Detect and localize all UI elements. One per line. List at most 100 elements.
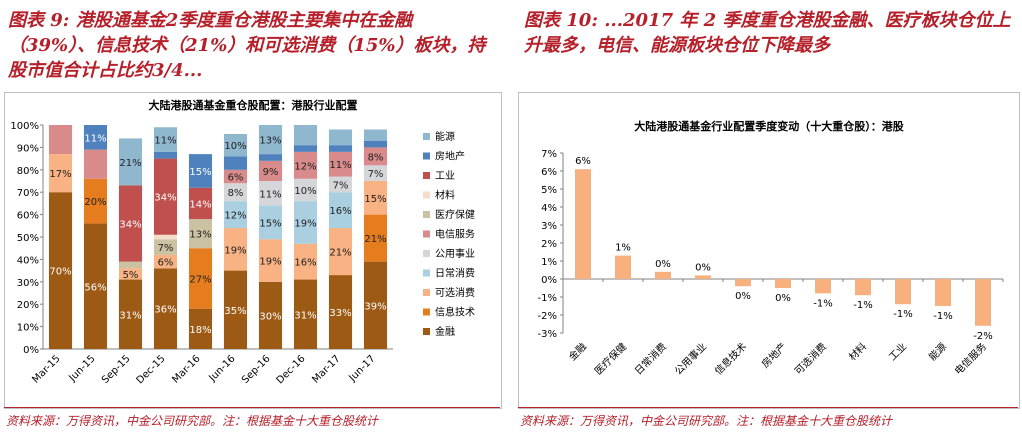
legend-swatch	[423, 230, 430, 238]
bar	[775, 279, 791, 288]
y-tick-label: 40%	[17, 255, 39, 266]
data-label: 35%	[224, 306, 246, 317]
right-source-rule	[518, 407, 1018, 408]
bar-segment	[328, 192, 353, 229]
bar-segment	[153, 268, 178, 349]
data-label: 34%	[119, 220, 141, 231]
bar	[615, 255, 631, 279]
data-label: 1%	[615, 243, 631, 254]
data-label: 34%	[154, 193, 176, 204]
bar-segment	[293, 145, 318, 152]
y-tick-label: -1%	[538, 293, 557, 304]
data-label: 6%	[158, 258, 174, 269]
y-tick-label: 3%	[541, 221, 557, 232]
y-tick-label: -3%	[538, 329, 557, 340]
bar	[695, 275, 711, 279]
bar-segment	[223, 228, 248, 271]
legend-swatch	[423, 328, 430, 335]
y-tick-label: 10%	[17, 323, 39, 334]
y-tick-label: 5%	[541, 185, 557, 196]
bar-segment	[188, 154, 213, 188]
left-figure-panel: 图表 9: 港股通基金2季度重仓港股主要集中在金融（39%）、信息技术（21%）…	[0, 0, 502, 445]
data-label: 7%	[333, 180, 349, 191]
data-label: 9%	[263, 167, 279, 178]
bar	[895, 279, 911, 305]
bar-segment	[258, 239, 283, 282]
data-label: 10%	[294, 186, 316, 197]
bar	[975, 279, 991, 326]
bar-segment	[293, 151, 318, 179]
left-source-rule	[4, 407, 500, 408]
bar-segment	[258, 181, 283, 206]
bar-segment	[258, 205, 283, 240]
bar-segment	[363, 140, 388, 148]
right-figure-panel: 图表 10: ...2017 年 2 季度重仓港股金融、医疗板块仓位上升最多，电…	[516, 0, 1022, 445]
data-label: 7%	[368, 169, 384, 180]
y-tick-label: 1%	[541, 257, 557, 268]
legend-label: 工业	[435, 170, 455, 182]
y-tick-label: 0%	[541, 275, 557, 286]
bar-segment	[258, 125, 283, 155]
bar-segment	[83, 178, 108, 224]
y-tick-label: 80%	[17, 166, 39, 177]
bar-segment	[153, 127, 178, 152]
data-label: 11%	[259, 189, 281, 200]
bar-segment	[328, 176, 353, 193]
x-tick-label: Jun-16	[207, 353, 238, 384]
data-label: 12%	[224, 211, 246, 222]
data-label: 8%	[228, 188, 244, 199]
data-label: 33%	[329, 308, 351, 319]
change-bar-chart: 大陆港股通基金行业配置季度变动（十大重仓股）：港股 7% 6% 5% 4% 3% 2% 1% 0…	[538, 119, 1004, 377]
bar-segment	[118, 268, 143, 280]
legend-label: 材料	[435, 189, 455, 202]
legend-swatch	[423, 211, 430, 218]
x-tick-label: 工业	[886, 341, 909, 364]
bar-segment	[293, 279, 318, 349]
data-label: 20%	[84, 197, 106, 208]
bar-segment	[153, 239, 178, 255]
bar-segment	[223, 201, 248, 229]
legend-label: 可选消费	[435, 286, 475, 299]
x-tick-label: Dec-16	[275, 353, 308, 386]
x-tick-label: 可选消费	[792, 340, 829, 377]
x-tick-label: 医疗保健	[592, 340, 629, 377]
legend-swatch	[423, 250, 430, 257]
legend-swatch	[423, 191, 430, 199]
data-label: 15%	[189, 167, 211, 178]
data-label: -1%	[853, 300, 872, 311]
data-label: 15%	[364, 194, 386, 205]
bar-segment	[328, 145, 353, 152]
bar-segment	[83, 149, 108, 179]
bar	[575, 169, 591, 279]
bar-segment	[363, 147, 388, 166]
bar-segment	[363, 214, 388, 262]
y-tick-label: -2%	[538, 311, 557, 322]
bar-segment	[258, 281, 283, 349]
data-label: 19%	[259, 257, 281, 268]
data-label: 15%	[259, 218, 281, 229]
y-tick-label: 100%	[10, 121, 39, 132]
data-label: 12%	[294, 161, 316, 172]
x-tick-label: 日常消费	[632, 340, 669, 377]
data-label: 56%	[84, 282, 106, 293]
data-label: 7%	[158, 243, 174, 254]
data-label: 6%	[575, 156, 591, 167]
legend-swatch	[423, 133, 430, 140]
data-label: 21%	[364, 234, 386, 245]
y-tick-label: 7%	[541, 149, 557, 160]
x-tick-label: 材料	[846, 340, 869, 363]
bar-segment	[153, 158, 178, 235]
data-label: 5%	[123, 270, 139, 281]
data-label: -1%	[893, 309, 912, 320]
right-source-note: 资料来源：万得资讯，中金公司研究部。注：根据基金十大重仓股统计	[520, 414, 893, 428]
data-label: 11%	[329, 160, 351, 171]
chart-title: 大陆港股通基金重仓股配置：港股行业配置	[149, 98, 358, 112]
x-tick-label: 公用事业	[672, 340, 709, 377]
legend-label: 日常消费	[435, 267, 475, 280]
y-tick-label: 0%	[23, 345, 39, 356]
bar	[855, 279, 871, 296]
y-tick-label: 90%	[17, 143, 39, 154]
left-source-note: 资料来源：万得资讯，中金公司研究部。注：根据基金十大重仓股统计	[6, 414, 379, 428]
bar-segment	[223, 169, 248, 184]
bar-segment	[153, 254, 178, 269]
